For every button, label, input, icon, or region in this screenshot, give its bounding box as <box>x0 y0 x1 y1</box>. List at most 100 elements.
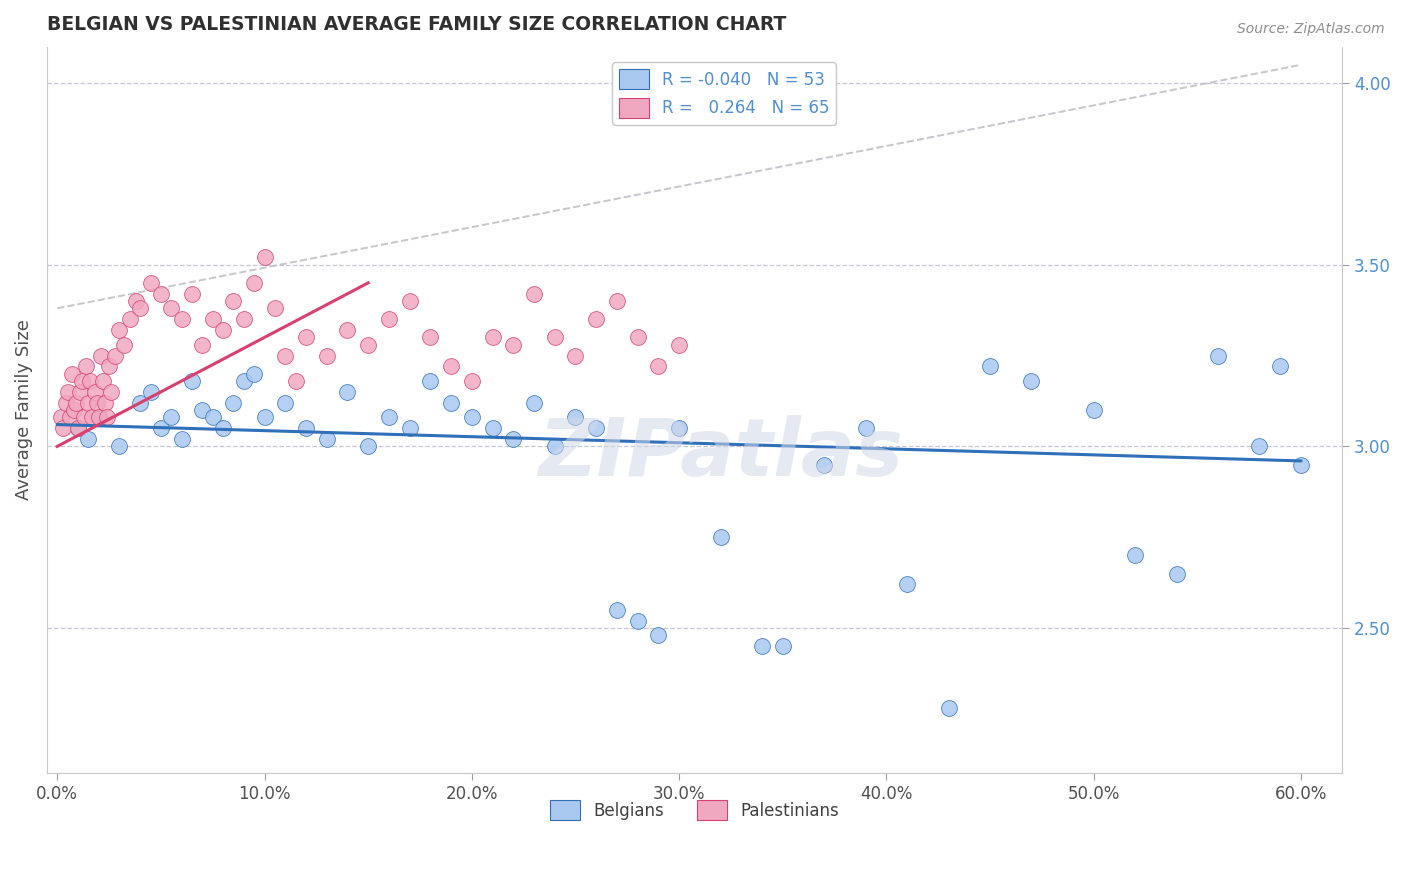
Point <box>139 384 162 399</box>
Point <box>96 410 118 425</box>
Point <box>59 410 82 425</box>
Point <box>191 403 214 417</box>
Point <box>336 384 359 399</box>
Point <box>75 359 97 374</box>
Point <box>82 410 104 425</box>
Point <box>108 323 131 337</box>
Point <box>523 286 546 301</box>
Point <box>104 349 127 363</box>
Point <box>69 384 91 399</box>
Point <box>149 286 172 301</box>
Point <box>129 301 152 316</box>
Point <box>51 410 73 425</box>
Point <box>896 577 918 591</box>
Point <box>79 374 101 388</box>
Point <box>77 396 100 410</box>
Point <box>139 276 162 290</box>
Point <box>191 337 214 351</box>
Point <box>284 374 307 388</box>
Point <box>274 396 297 410</box>
Point <box>1289 458 1312 472</box>
Point <box>502 432 524 446</box>
Point <box>398 293 420 308</box>
Point <box>461 410 484 425</box>
Point <box>626 330 648 344</box>
Point <box>243 367 266 381</box>
Point <box>60 367 83 381</box>
Point <box>87 410 110 425</box>
Point <box>378 312 401 326</box>
Point <box>112 337 135 351</box>
Point <box>461 374 484 388</box>
Point <box>709 530 731 544</box>
Point <box>585 312 607 326</box>
Point <box>315 432 337 446</box>
Text: BELGIAN VS PALESTINIAN AVERAGE FAMILY SIZE CORRELATION CHART: BELGIAN VS PALESTINIAN AVERAGE FAMILY SI… <box>46 15 786 34</box>
Point <box>1021 374 1043 388</box>
Point <box>129 396 152 410</box>
Point <box>440 359 463 374</box>
Point <box>502 337 524 351</box>
Point <box>419 374 441 388</box>
Point <box>70 374 93 388</box>
Point <box>232 312 254 326</box>
Point <box>606 603 628 617</box>
Point <box>83 384 105 399</box>
Point <box>201 410 224 425</box>
Point <box>66 421 89 435</box>
Point <box>125 293 148 308</box>
Point <box>181 374 204 388</box>
Point <box>170 432 193 446</box>
Point <box>108 439 131 453</box>
Point <box>1123 549 1146 563</box>
Point <box>91 374 114 388</box>
Point <box>1268 359 1291 374</box>
Point <box>626 614 648 628</box>
Point <box>481 330 503 344</box>
Point <box>378 410 401 425</box>
Point <box>1083 403 1105 417</box>
Point <box>90 349 112 363</box>
Point <box>243 276 266 290</box>
Point <box>440 396 463 410</box>
Point <box>100 384 122 399</box>
Point <box>668 337 690 351</box>
Point <box>544 330 567 344</box>
Point <box>295 421 318 435</box>
Point <box>52 421 75 435</box>
Point <box>77 432 100 446</box>
Legend: Belgians, Palestinians: Belgians, Palestinians <box>543 793 846 827</box>
Point <box>212 421 235 435</box>
Point <box>523 396 546 410</box>
Point <box>222 293 245 308</box>
Point <box>295 330 318 344</box>
Point <box>87 410 110 425</box>
Point <box>647 628 669 642</box>
Point <box>98 359 121 374</box>
Point <box>56 384 79 399</box>
Point <box>264 301 287 316</box>
Point <box>55 396 77 410</box>
Point <box>315 349 337 363</box>
Point <box>1166 566 1188 581</box>
Point <box>66 421 89 435</box>
Point <box>357 337 380 351</box>
Point <box>647 359 669 374</box>
Point <box>274 349 297 363</box>
Point <box>253 410 276 425</box>
Point <box>564 410 586 425</box>
Point <box>606 293 628 308</box>
Point <box>222 396 245 410</box>
Point <box>73 410 96 425</box>
Point <box>481 421 503 435</box>
Point <box>751 639 773 653</box>
Point <box>94 396 117 410</box>
Point <box>63 403 86 417</box>
Point <box>813 458 835 472</box>
Point <box>564 349 586 363</box>
Point <box>772 639 794 653</box>
Point <box>253 251 276 265</box>
Point <box>160 301 183 316</box>
Point <box>357 439 380 453</box>
Point <box>170 312 193 326</box>
